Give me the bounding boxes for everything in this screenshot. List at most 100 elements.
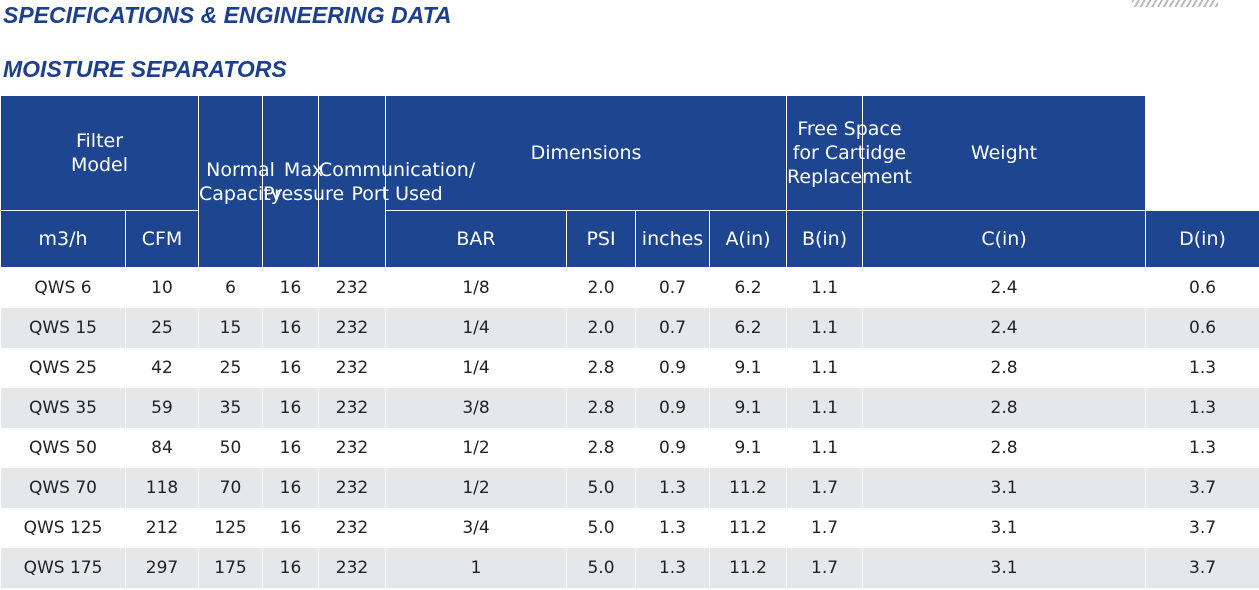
- cell: 9.1: [708, 348, 788, 388]
- cell: 16: [262, 348, 319, 388]
- cell: 0.9: [635, 428, 710, 468]
- cell: 1/2: [385, 428, 567, 468]
- cell: 42: [125, 348, 199, 388]
- cell: 232: [318, 508, 386, 548]
- subtitle: MOISTURE SEPARATORS: [3, 56, 287, 82]
- cell: 16: [262, 428, 319, 468]
- header-cell: Max Pressure: [262, 95, 344, 268]
- cell: 0.7: [635, 308, 710, 348]
- cell: 0.7: [635, 267, 710, 308]
- header-cell: Normal Capacity: [198, 95, 282, 268]
- cell: 9.1: [708, 388, 788, 428]
- header-text: Dimensions: [530, 142, 642, 164]
- cell: 0.6: [1145, 267, 1259, 308]
- subheader-cell: D(in): [1145, 210, 1259, 268]
- subheader-cell: C(in): [862, 210, 1147, 268]
- subheader-cell: inches: [635, 210, 710, 268]
- cell: 1.1: [786, 428, 864, 468]
- cell: 1: [385, 548, 567, 588]
- cell: 232: [318, 388, 386, 428]
- cell: 1.3: [635, 468, 710, 508]
- cell: 232: [318, 428, 386, 468]
- cell: 1.3: [1145, 348, 1259, 388]
- subheader-cell: PSI: [566, 210, 636, 268]
- cell: 175: [198, 548, 263, 588]
- cell: 2.8: [862, 388, 1147, 428]
- cell: 16: [262, 548, 319, 588]
- header-cell: Communication/ Port Used: [318, 95, 475, 268]
- cell: 6.2: [708, 267, 788, 308]
- cell: 1/4: [385, 308, 567, 348]
- header-cell: Free Space for Cartidge Replacement: [786, 95, 912, 211]
- cell: 3/4: [385, 508, 567, 548]
- header-text: Filter Model: [70, 130, 129, 176]
- subheader-cell: BAR: [385, 210, 567, 268]
- cell: 1.3: [635, 508, 710, 548]
- cell: 232: [318, 308, 386, 348]
- cell: 3/8: [385, 388, 567, 428]
- cell: 11.2: [708, 508, 788, 548]
- data-row: QWS 175 297 175 16 232 1 5.0 1.3 11.2 1.7 3.1 3.7: [0, 548, 1259, 588]
- cell: 0.9: [635, 388, 710, 428]
- cell: 2.8: [862, 348, 1147, 388]
- cell: 25: [125, 308, 199, 348]
- subheader-cell: A(in): [708, 210, 788, 268]
- cell: 9.1: [708, 428, 788, 468]
- cell: 2.0: [566, 267, 636, 308]
- cell: QWS 70: [0, 468, 126, 508]
- cell: QWS 125: [0, 508, 126, 548]
- subheader-cell: CFM: [125, 210, 199, 268]
- cell: 1.3: [1145, 428, 1259, 468]
- cell: 297: [125, 548, 199, 588]
- cell: 15: [198, 308, 263, 348]
- cell: 2.8: [566, 428, 636, 468]
- cell: 3.1: [862, 548, 1147, 588]
- cell: 6.2: [708, 308, 788, 348]
- cell: 11.2: [708, 468, 788, 508]
- header-cell: Dimensions: [384, 95, 788, 211]
- cell: 3.7: [1145, 548, 1259, 588]
- data-row: QWS 125 212 125 16 232 3/4 5.0 1.3 11.2 1.7 3.1 3.7: [0, 508, 1259, 548]
- header-text: Normal Capacity: [199, 158, 283, 205]
- cell: 0.6: [1145, 308, 1259, 348]
- subheader-cell: B(in): [786, 210, 864, 268]
- cell: 232: [318, 267, 386, 308]
- cell: 16: [262, 267, 319, 308]
- header-cell: Filter Model: [0, 95, 199, 211]
- cell: 3.1: [862, 468, 1147, 508]
- spec-table: Filter Model Normal Capacity Max Pressure C…: [0, 95, 1259, 588]
- cell: 3.1: [862, 508, 1147, 548]
- cell: QWS 35: [0, 388, 126, 428]
- cell: 1/2: [385, 468, 567, 508]
- header-text: Communication/ Port Used: [319, 158, 476, 205]
- cell: 84: [125, 428, 199, 468]
- data-row: QWS 35 59 35 16 232 3/8 2.8 0.9 9.1 1.1 2.8 1.3: [0, 388, 1259, 428]
- cell: 1.3: [635, 548, 710, 588]
- cell: 1.1: [786, 348, 864, 388]
- cell: 1.3: [1145, 388, 1259, 428]
- header-cell: Weight: [862, 95, 1147, 211]
- cell: 2.8: [566, 348, 636, 388]
- cell: 1/8: [385, 267, 567, 308]
- cell: 1.1: [786, 267, 864, 308]
- cell: 10: [125, 267, 199, 308]
- cell: 232: [318, 348, 386, 388]
- cell: QWS 6: [0, 267, 126, 308]
- decoration: [1132, 0, 1218, 7]
- cell: QWS 15: [0, 308, 126, 348]
- header-row: Filter Model Normal Capacity Max Pressure C…: [0, 95, 1259, 268]
- cell: 1/4: [385, 348, 567, 388]
- cell: 25: [198, 348, 263, 388]
- cell: 3.7: [1145, 468, 1259, 508]
- cell: 118: [125, 468, 199, 508]
- cell: 1.1: [786, 388, 864, 428]
- cell: 70: [198, 468, 263, 508]
- cell: 3.7: [1145, 508, 1259, 548]
- cell: 35: [198, 388, 263, 428]
- cell: 5.0: [566, 548, 636, 588]
- cell: 1.7: [786, 548, 864, 588]
- cell: 16: [262, 308, 319, 348]
- header-text: Weight: [970, 142, 1038, 164]
- data-row: QWS 25 42 25 16 232 1/4 2.8 0.9 9.1 1.1 2.8 1.3: [0, 348, 1259, 388]
